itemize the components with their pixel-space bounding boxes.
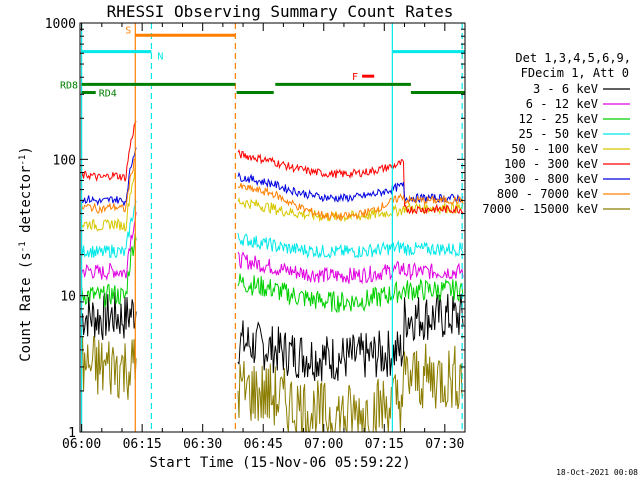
legend-label-4: 25 - 50 keV — [519, 127, 598, 141]
flag-label-5: RD8 — [60, 80, 78, 91]
legend-label-6: 100 - 300 keV — [504, 157, 598, 171]
legend-label-1: 3 - 6 keV — [533, 82, 598, 96]
footer-date: 18-Oct-2021 00:08 — [556, 468, 638, 477]
x-tick-label-2: 06:15 — [123, 437, 162, 452]
series-line-3 — [81, 233, 464, 313]
legend-label-2: 6 - 12 keV — [526, 97, 598, 111]
legend: Det 1,3,4,5,6,9, FDecim 1, Att 0 3 - 6 k… — [482, 51, 631, 216]
legend-label-9: 7000 - 15000 keV — [482, 202, 598, 216]
flag-label-2: N — [157, 52, 163, 63]
series-line-6 — [81, 120, 464, 215]
legend-header-2: FDecim 1, Att 0 — [521, 66, 629, 80]
x-tick-label-1: 06:00 — [62, 437, 101, 452]
flag-label-4: F — [352, 72, 358, 83]
y-tick-label-2: 10 — [60, 290, 76, 305]
flag-layer: S N F RD8 RD4 — [60, 23, 465, 432]
legend-label-8: 800 - 7000 keV — [497, 187, 598, 201]
x-tick-label-5: 07:00 — [304, 437, 343, 452]
plot-frame: 06:00 06:15 06:30 06:45 07:00 07:15 07:30 1 10 10… — [45, 17, 466, 452]
legend-label-5: 50 - 100 keV — [511, 142, 598, 156]
x-tick-label-7: 07:30 — [425, 437, 464, 452]
x-tick-label-6: 07:15 — [365, 437, 404, 452]
series-line-2 — [81, 212, 464, 285]
y-tick-label-4: 1000 — [45, 17, 76, 32]
flag-label-1: S — [125, 25, 131, 36]
series-layer — [81, 120, 464, 433]
x-tick-label-3: 06:30 — [183, 437, 222, 452]
plot-border — [79, 22, 466, 433]
y-tick-label-1: 1 — [68, 426, 76, 441]
legend-label-3: 12 - 25 keV — [519, 112, 598, 126]
series-line-8 — [81, 158, 464, 221]
y-tick-label-3: 100 — [53, 153, 76, 168]
flag-label-8: RD4 — [99, 89, 117, 100]
series-line-5 — [81, 164, 464, 232]
svg-text:Count Rate (s-1 detector-1): Count Rate (s-1 detector-1) — [18, 146, 34, 362]
y-axis-label: Count Rate (s-1 detector-1) — [18, 146, 34, 362]
x-tick-label-4: 06:45 — [244, 437, 283, 452]
legend-header-1: Det 1,3,4,5,6,9, — [515, 51, 631, 65]
series-line-4 — [81, 200, 464, 259]
x-axis-label: Start Time (15-Nov-06 05:59:22) — [149, 455, 410, 471]
chart-title: RHESSI Observing Summary Count Rates — [107, 2, 454, 21]
series-line-7 — [81, 147, 464, 207]
series-line-1 — [81, 291, 464, 382]
series-line-9 — [81, 336, 464, 433]
legend-label-7: 300 - 800 keV — [504, 172, 598, 186]
